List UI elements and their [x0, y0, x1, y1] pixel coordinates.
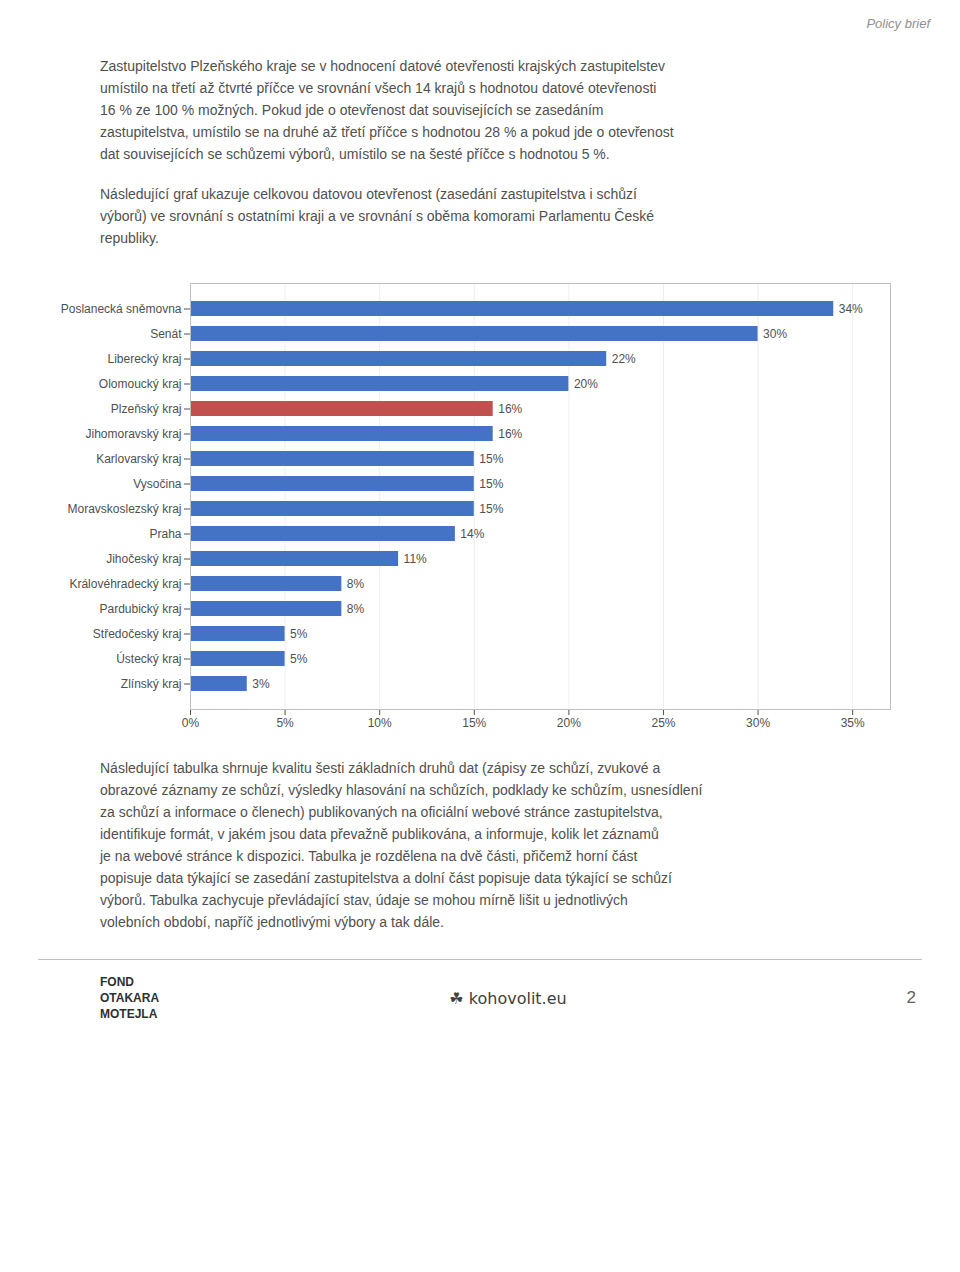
svg-text:22%: 22% [612, 352, 636, 366]
svg-text:8%: 8% [347, 602, 365, 616]
svg-text:Ústecký kraj: Ústecký kraj [116, 651, 181, 666]
html-text:za schůzí a informace o členec: za schůzí a informace o členech) publiko… [100, 804, 663, 820]
html-text:Policy brief: Policy brief [866, 16, 930, 31]
svg-text:20%: 20% [574, 377, 598, 391]
html-text:Následující tabulka shrnuje kv: Následující tabulka shrnuje kvalitu šest… [100, 760, 661, 776]
svg-text:34%: 34% [839, 302, 863, 316]
svg-text:15%: 15% [479, 452, 503, 466]
html-text:Zastupitelstvo Plzeňského kraj: Zastupitelstvo Plzeňského kraje se v hod… [100, 58, 665, 74]
svg-text:5%: 5% [290, 652, 308, 666]
html-text:2: 2 [906, 988, 916, 1007]
svg-text:0%: 0% [182, 716, 200, 730]
html-text:umístilo na třetí až čtvrté př: umístilo na třetí až čtvrté příčce ve sr… [100, 80, 657, 96]
svg-text:Středočeský kraj: Středočeský kraj [93, 627, 182, 641]
svg-text:15%: 15% [479, 502, 503, 516]
html-text:FOND OTAKARA MOTEJLA: FOND OTAKARA MOTEJLA [100, 975, 160, 1021]
svg-text:Jihomoravský kraj: Jihomoravský kraj [85, 427, 181, 441]
svg-text:25%: 25% [651, 716, 675, 730]
html-text:☘ kohovolit.eu: ☘ kohovolit.eu [449, 988, 567, 1008]
html-text:volebních období, napříč jedno: volebních období, napříč jednotlivými vý… [100, 914, 444, 930]
svg-text:Královéhradecký kraj: Královéhradecký kraj [69, 577, 181, 591]
svg-text:35%: 35% [841, 716, 865, 730]
html-text:16 % ze 100 % možných. Pokud j: 16 % ze 100 % možných. Pokud jde o otevř… [100, 102, 604, 118]
svg-text:Karlovarský kraj: Karlovarský kraj [96, 452, 181, 466]
svg-text:Plzeňský kraj: Plzeňský kraj [111, 402, 182, 416]
svg-text:15%: 15% [462, 716, 486, 730]
html-text:dat souvisejících se schůzemi: dat souvisejících se schůzemi výborů, um… [100, 146, 610, 162]
svg-text:16%: 16% [498, 427, 522, 441]
svg-text:11%: 11% [404, 552, 427, 566]
html-text:identifikuje formát, v jakém j: identifikuje formát, v jakém jsou data p… [100, 826, 659, 842]
svg-text:Poslanecká sněmovna: Poslanecká sněmovna [61, 302, 182, 316]
svg-text:Pardubický kraj: Pardubický kraj [99, 602, 181, 616]
svg-text:5%: 5% [290, 627, 308, 641]
svg-text:14%: 14% [460, 527, 484, 541]
svg-text:8%: 8% [347, 577, 365, 591]
svg-text:3%: 3% [252, 677, 270, 691]
svg-text:16%: 16% [498, 402, 522, 416]
html-text:republiky.: republiky. [100, 230, 159, 246]
svg-text:30%: 30% [746, 716, 770, 730]
html-text:popisuje data týkající se zase: popisuje data týkající se zasedání zastu… [100, 870, 672, 886]
svg-text:10%: 10% [368, 716, 392, 730]
svg-text:5%: 5% [276, 716, 294, 730]
html-text:Následující graf ukazuje celko: Následující graf ukazuje celkovou datovo… [100, 186, 637, 202]
svg-text:20%: 20% [557, 716, 581, 730]
svg-text:Vysočina: Vysočina [133, 477, 182, 491]
svg-text:Olomoucký kraj: Olomoucký kraj [99, 377, 182, 391]
svg-text:Praha: Praha [149, 527, 181, 541]
html-text:je na webové stránce k dispozi: je na webové stránce k dispozici. Tabulk… [100, 848, 638, 864]
svg-text:Liberecký kraj: Liberecký kraj [107, 352, 181, 366]
html-text:výborů) ve srovnání s ostatním: výborů) ve srovnání s ostatními kraji a … [100, 208, 654, 224]
svg-text:Senát: Senát [150, 327, 182, 341]
svg-text:Jihočeský kraj: Jihočeský kraj [106, 552, 181, 566]
svg-text:15%: 15% [479, 477, 503, 491]
html-text:obrazové záznamy ze schůzí, vý: obrazové záznamy ze schůzí, výsledky hla… [100, 782, 703, 798]
svg-text:Moravskoslezský kraj: Moravskoslezský kraj [67, 502, 181, 516]
html-text:výborů. Tabulka zachycuje přev: výborů. Tabulka zachycuje převládající s… [100, 892, 628, 908]
svg-text:30%: 30% [763, 327, 787, 341]
html-text:zastupitelstva, umístilo se na: zastupitelstva, umístilo se na druhé až … [100, 124, 674, 140]
svg-text:Zlínský kraj: Zlínský kraj [121, 677, 182, 691]
